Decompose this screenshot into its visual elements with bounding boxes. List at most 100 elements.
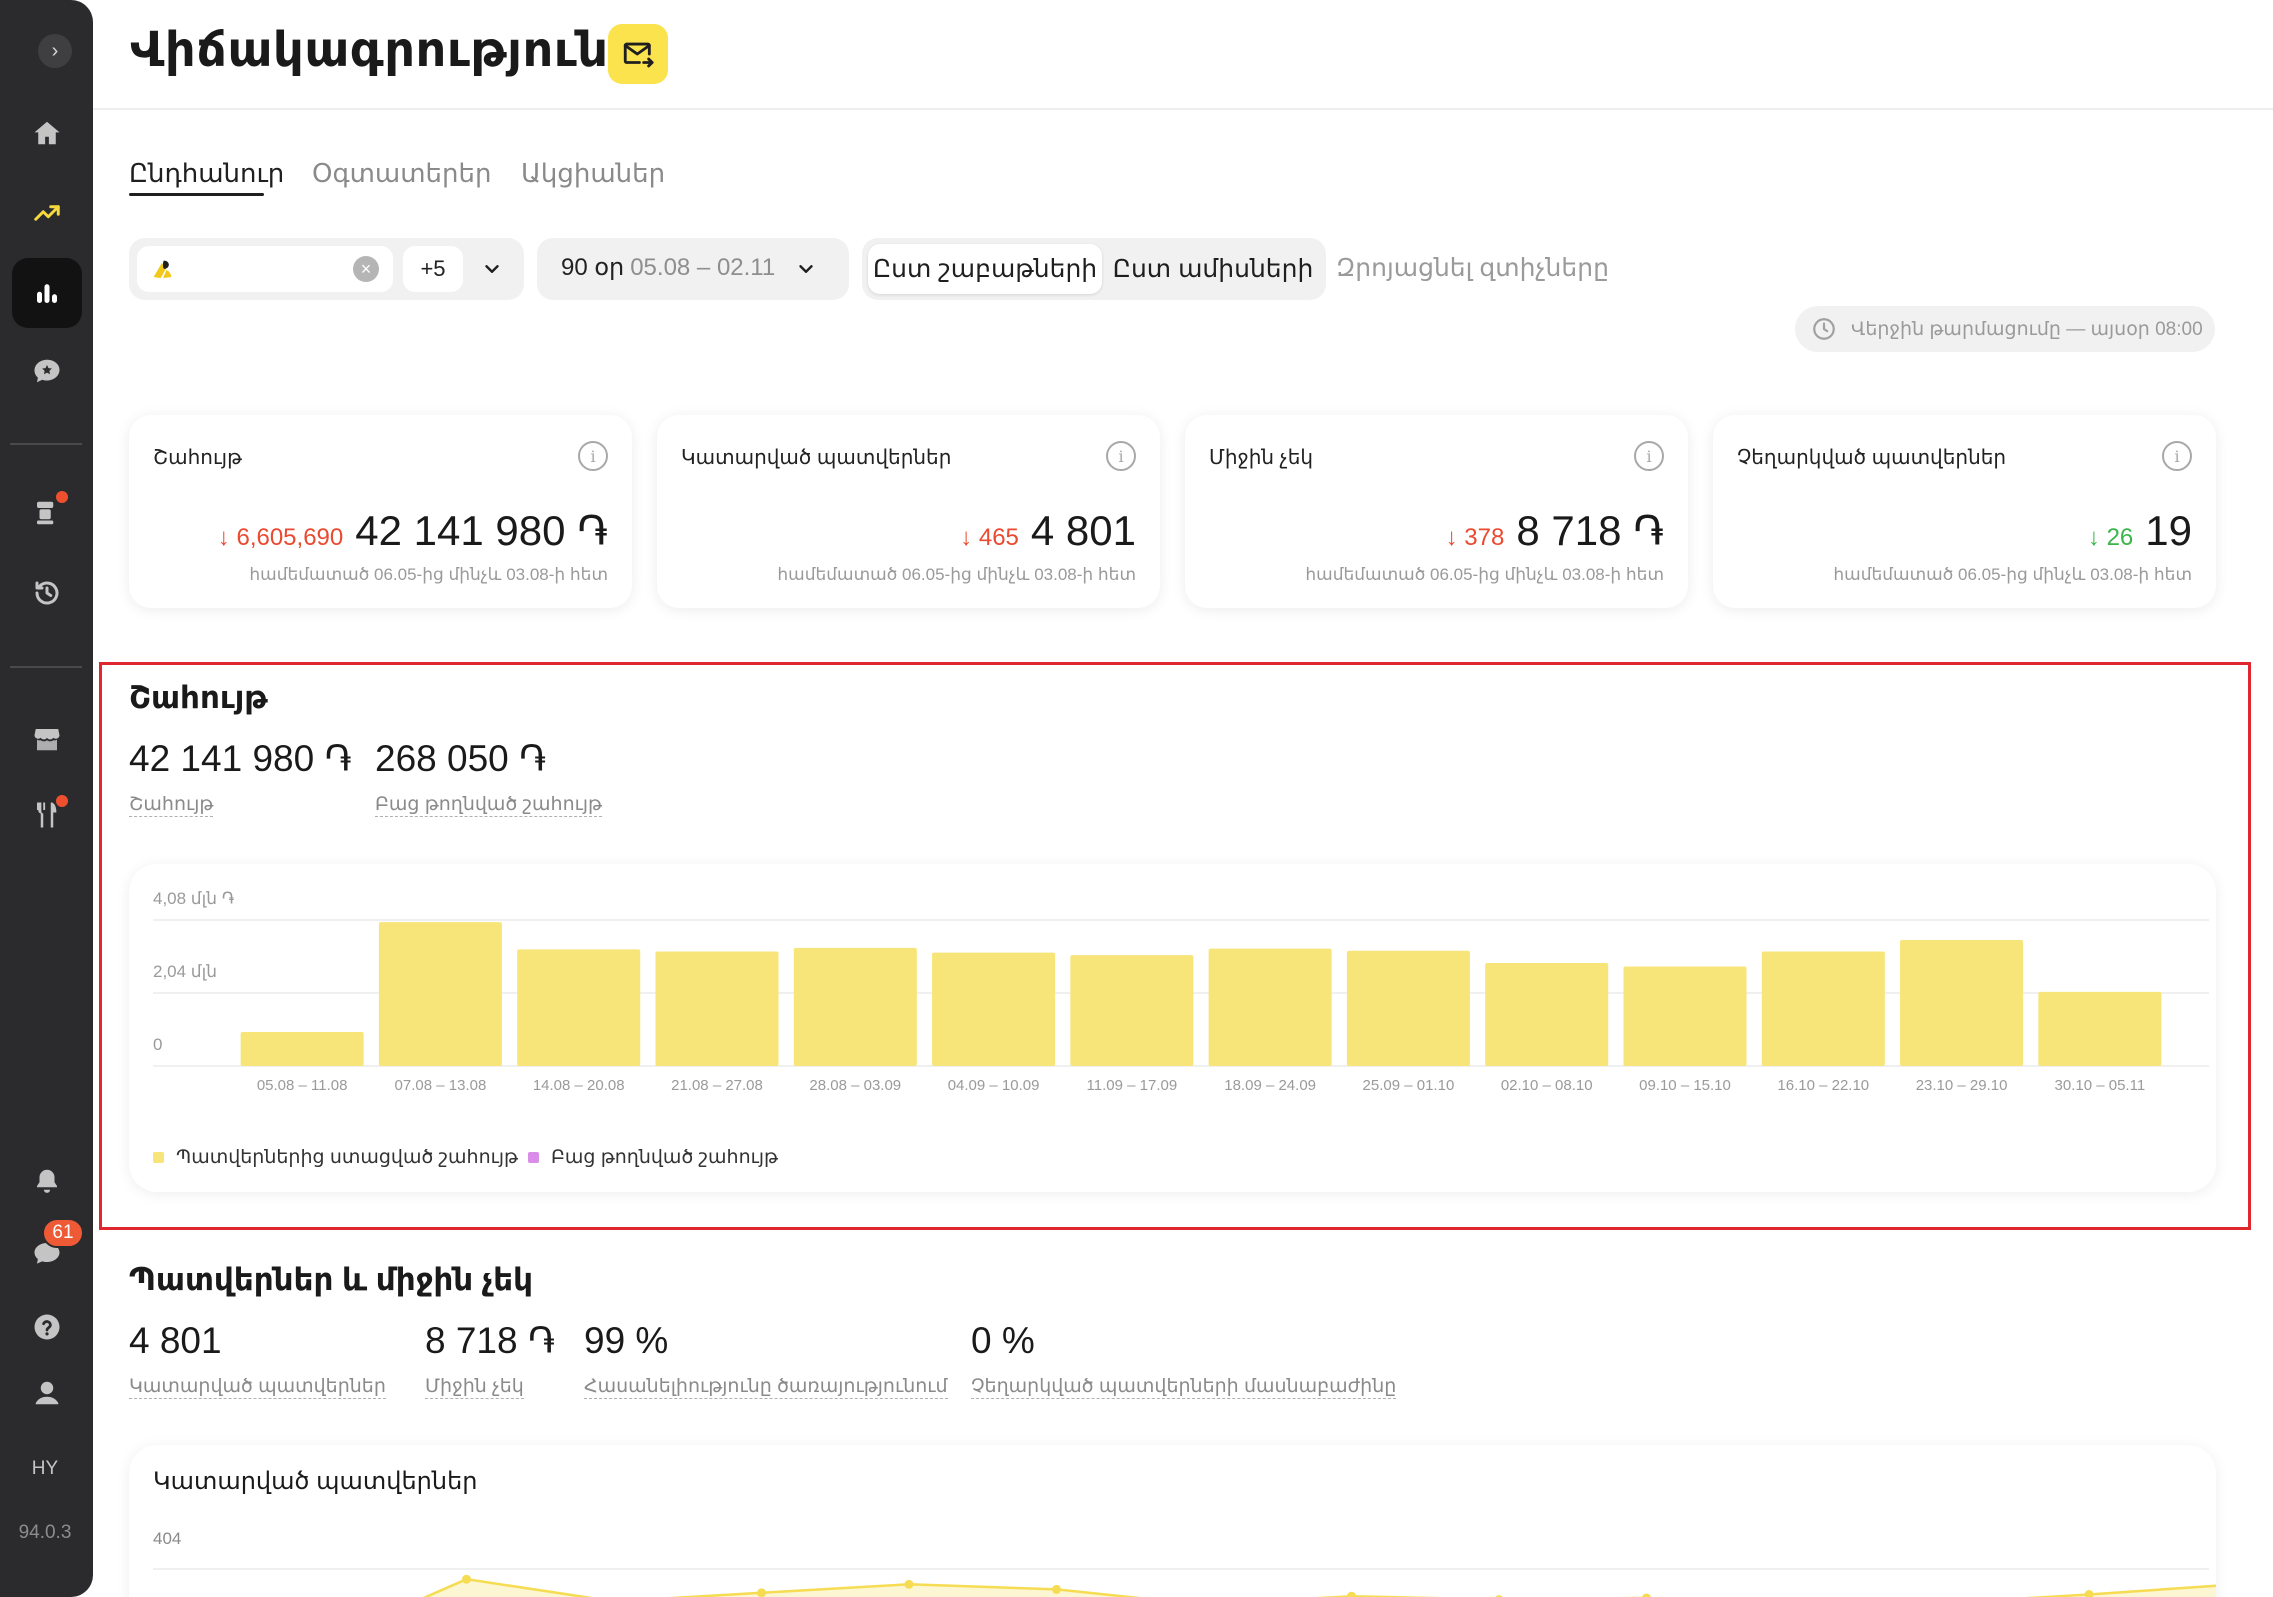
sidebar: › 61 HY 94.0.3 — [0, 0, 93, 1597]
bell-icon — [37, 1169, 57, 1193]
period-select[interactable]: 90 օր 05.08 – 02.11 — [537, 238, 849, 300]
orders-section-title: Պատվերներ և միջին չեկ — [129, 1262, 533, 1297]
cancel-share-label[interactable]: Չեղարկված պատվերների մասնաբաժինը — [971, 1376, 1397, 1399]
page-title: Վիճակագրություն — [130, 24, 609, 77]
sidebar-item-trends[interactable] — [12, 178, 82, 248]
legend-item-missed-revenue[interactable]: Բաց թողնված շահույթ — [528, 1146, 778, 1169]
tab-users[interactable]: Օգտատերեր — [312, 158, 492, 188]
orders-line-chart — [153, 1568, 2216, 1597]
bar-chart-icon — [37, 284, 57, 303]
kpi-values: ↓ 6,605,690 42 141 980 ֏ — [218, 507, 608, 556]
x-tick-label: 05.08 – 11.08 — [257, 1077, 348, 1094]
sidebar-item-help[interactable] — [12, 1292, 82, 1362]
info-icon[interactable]: i — [1634, 441, 1664, 471]
bar — [517, 949, 641, 1066]
kpi-card-average-check: Միջին չեկ i ↓ 378 8 718 ֏ համեմատած 06.0… — [1185, 415, 1688, 608]
bar — [240, 1032, 364, 1066]
sidebar-item-stores[interactable] — [12, 704, 82, 774]
tab-promotions[interactable]: Ակցիաներ — [521, 158, 666, 188]
y-tick-label: 2,04 մլն — [153, 962, 217, 981]
period-days: 90 օր — [561, 254, 625, 281]
bar — [1346, 950, 1470, 1066]
sidebar-item-history[interactable] — [12, 558, 82, 628]
bar — [1070, 955, 1194, 1066]
kpi-delta: ↓ 26 — [2088, 524, 2133, 552]
arrow-down-icon: ↓ — [1445, 524, 1465, 551]
x-tick-label: 23.10 – 29.10 — [1916, 1077, 2008, 1094]
sidebar-item-profile[interactable] — [12, 1358, 82, 1428]
sidebar-item-notifications[interactable] — [12, 1146, 82, 1216]
active-tab-underline — [129, 193, 264, 196]
average-check-value: 8 718 ֏ — [425, 1320, 556, 1361]
orders-chart-title: Կատարված պատվերներ — [153, 1468, 478, 1495]
chevron-down-icon — [799, 265, 813, 273]
trending-up-icon — [34, 205, 60, 221]
revenue-bar-chart: 0 2,04 մլն 4,08 մլն ֏ 05.08 – 11.08 07.08 – … — [153, 889, 2209, 1094]
bar — [793, 947, 917, 1066]
bar — [1900, 940, 2024, 1066]
tab-general[interactable]: Ընդհանուր — [129, 158, 285, 188]
history-icon — [35, 581, 59, 605]
average-check-label[interactable]: Միջին չեկ — [425, 1376, 524, 1399]
kpi-title: Կատարված պատվերներ — [681, 447, 952, 469]
user-icon — [35, 1381, 59, 1405]
kpi-comparison-note: համեմատած 06.05-ից մինչև 03.08-ի հետ — [249, 565, 608, 584]
info-icon[interactable]: i — [1106, 441, 1136, 471]
utensils-icon — [37, 802, 57, 828]
availability-value: 99 % — [584, 1320, 669, 1361]
legend-label: Բաց թողնված շահույթ — [551, 1147, 779, 1168]
sidebar-item-home[interactable] — [12, 98, 82, 168]
x-tick-label: 18.09 – 24.09 — [1224, 1077, 1316, 1094]
mail-forward-icon — [623, 42, 654, 68]
sidebar-item-equipment[interactable] — [12, 478, 82, 548]
sidebar-item-messages[interactable] — [12, 1218, 82, 1288]
last-update-badge: Վերջին թարմացումը — այսօր 08:00 — [1795, 306, 2215, 352]
info-icon[interactable]: i — [578, 441, 608, 471]
group-by-weeks-button[interactable]: Ըստ շաբաթների — [868, 244, 1102, 294]
info-icon[interactable]: i — [2162, 441, 2192, 471]
arrow-down-icon: ↓ — [960, 524, 979, 551]
group-by-months-button[interactable]: Ըստ ամիսների — [1112, 255, 1314, 283]
legend-label: Պատվերներից ստացված շահույթ — [176, 1147, 519, 1168]
data-point — [757, 1588, 766, 1597]
availability-label[interactable]: Հասանելիությունը ծառայությունում — [584, 1376, 948, 1399]
home-icon — [34, 121, 60, 145]
kpi-card-cancelled-orders: Չեղարկված պատվերներ i ↓ 26 19 համեմատած … — [1713, 415, 2216, 608]
store-icon — [34, 729, 60, 751]
period-range: 05.08 – 02.11 — [630, 254, 776, 281]
sidebar-item-statistics[interactable] — [12, 258, 82, 328]
clear-selection-icon[interactable]: × — [353, 256, 379, 282]
revenue-total-label[interactable]: Շահույթ — [129, 794, 214, 817]
help-icon — [34, 1314, 60, 1340]
kpi-title: Շահույթ — [153, 447, 242, 469]
cancel-share-value: 0 % — [971, 1320, 1035, 1361]
store-logo-icon — [153, 260, 172, 279]
store-select[interactable]: × — [137, 246, 393, 292]
sidebar-item-reviews[interactable] — [12, 336, 82, 406]
chevron-down-icon[interactable] — [481, 258, 503, 280]
kpi-title: Չեղարկված պատվերներ — [1737, 447, 2007, 469]
language-switcher[interactable]: HY — [31, 1458, 59, 1479]
bar — [2038, 991, 2162, 1066]
more-stores-chip[interactable]: +5 — [403, 246, 463, 292]
kpi-delta-value: 26 — [2106, 524, 2134, 551]
data-point — [1347, 1591, 1356, 1597]
sidebar-expand-button[interactable]: › — [38, 34, 72, 68]
sidebar-item-menu[interactable] — [12, 780, 82, 850]
bar — [1761, 951, 1885, 1066]
kpi-value: 42 141 980 ֏ — [355, 507, 608, 554]
sidebar-divider — [10, 666, 82, 668]
x-tick-label: 02.10 – 08.10 — [1501, 1077, 1593, 1094]
missed-revenue-label[interactable]: Բաց թողնված շահույթ — [375, 794, 603, 817]
reset-filters-link[interactable]: Զրոյացնել զտիչները — [1336, 254, 1609, 282]
mail-report-button[interactable] — [608, 24, 668, 84]
store-filter: × +5 — [129, 238, 524, 300]
data-point — [462, 1574, 471, 1584]
bar — [1485, 962, 1609, 1066]
completed-orders-value: 4 801 — [129, 1320, 222, 1361]
completed-orders-label[interactable]: Կատարված պատվերներ — [129, 1376, 386, 1399]
data-point — [1642, 1593, 1651, 1597]
legend-item-orders-revenue[interactable]: Պատվերներից ստացված շահույթ — [153, 1146, 518, 1169]
menu-alert-dot — [54, 793, 70, 809]
legend-swatch — [153, 1152, 164, 1163]
